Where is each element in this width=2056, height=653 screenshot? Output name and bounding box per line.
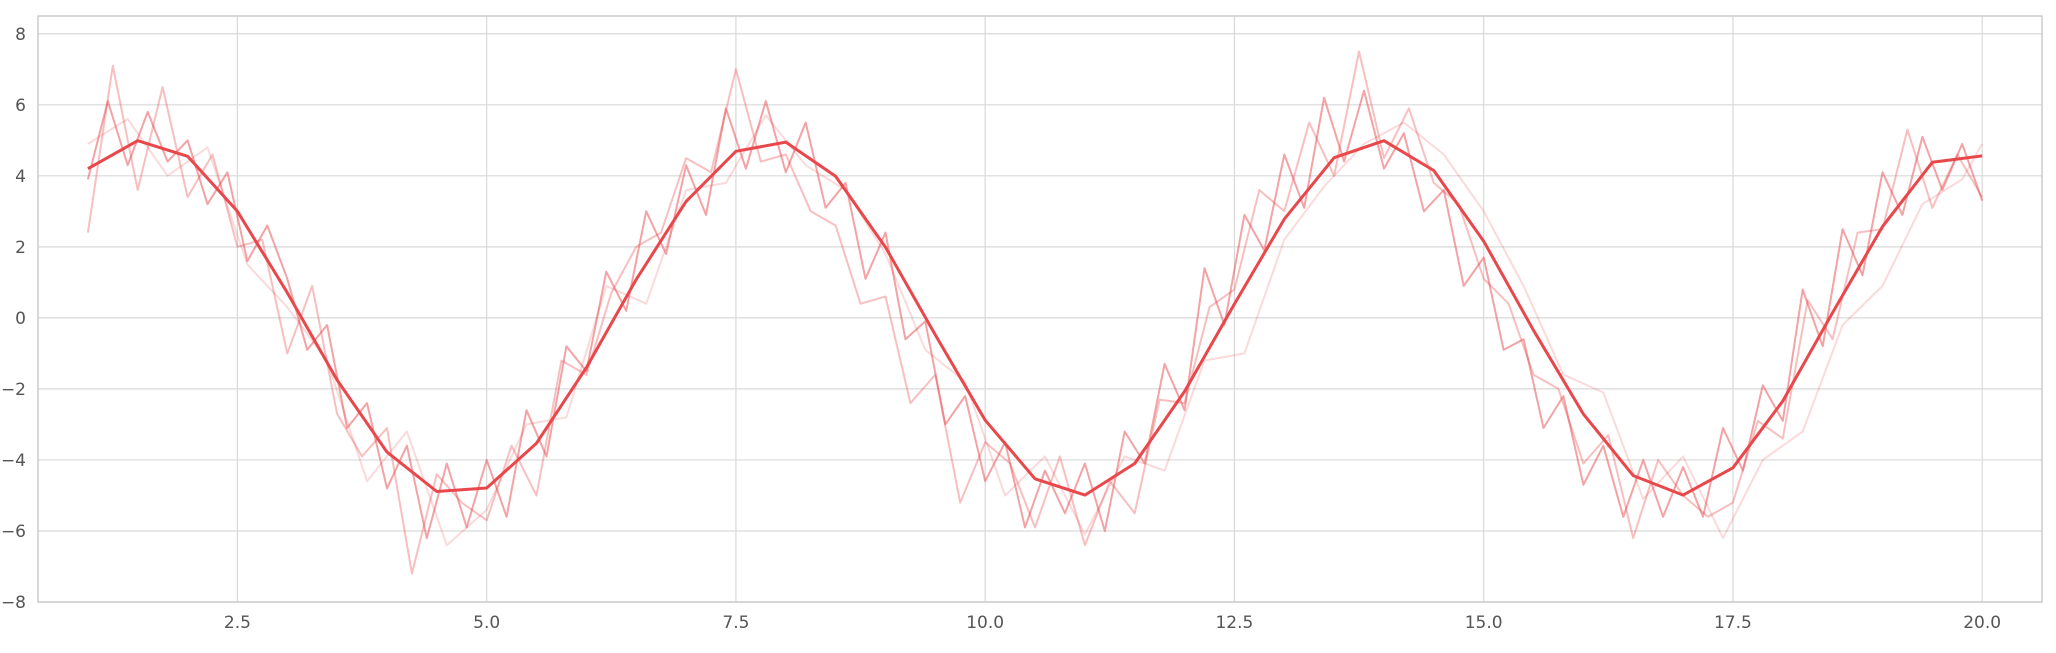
y-tick-label: 2 — [15, 238, 26, 258]
x-tick-label: 17.5 — [1714, 613, 1752, 633]
x-tick-label: 2.5 — [224, 613, 251, 633]
x-tick-label: 10.0 — [966, 613, 1004, 633]
axes — [37, 15, 2043, 603]
y-tick-label: 8 — [15, 25, 26, 45]
x-tick-label: 15.0 — [1465, 613, 1503, 633]
y-tick-label: 4 — [15, 167, 26, 187]
series-line-trial-1 — [86, 89, 1984, 540]
y-tick-label: −8 — [1, 593, 26, 613]
y-tick-label: 0 — [15, 309, 26, 329]
x-tick-label: 5.0 — [473, 613, 500, 633]
y-tick-labels: −8 −6 −4 −2 0 2 4 6 8 — [1, 25, 26, 613]
grid — [38, 16, 2042, 603]
plot-frame — [37, 15, 2043, 603]
y-tick-label: −2 — [1, 380, 26, 400]
y-tick-label: −4 — [1, 451, 26, 471]
x-tick-label: 12.5 — [1215, 613, 1253, 633]
x-tick-label: 7.5 — [722, 613, 749, 633]
series-line-mean — [87, 139, 1983, 497]
x-tick-labels: 2.5 5.0 7.5 10.0 12.5 15.0 17.5 20.0 — [224, 613, 2001, 633]
y-tick-label: −6 — [1, 522, 26, 542]
series-group — [86, 50, 1984, 575]
x-tick-label: 20.0 — [1963, 613, 2001, 633]
series-line-trial-3 — [87, 114, 1984, 547]
y-tick-label: 6 — [15, 96, 26, 116]
series-line-trial-2 — [86, 50, 1984, 575]
